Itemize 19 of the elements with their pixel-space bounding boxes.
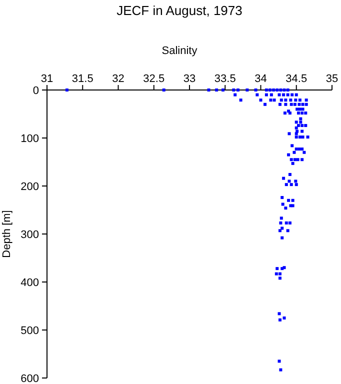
y-tick-label: 400: [20, 277, 39, 289]
y-tick-label: 200: [20, 181, 39, 193]
y-axis-title: Depth [m]: [1, 210, 13, 258]
x-tick-label: 35: [326, 73, 338, 85]
x-tick-label: 32.5: [143, 73, 165, 85]
x-axis-title: Salinity: [162, 45, 198, 57]
y-tick-label: 300: [20, 229, 39, 241]
x-tick-label: 34: [254, 73, 267, 85]
x-tick-label: 33.5: [214, 73, 236, 85]
y-tick-label: 0: [32, 85, 39, 97]
x-tick-label: 34.5: [286, 73, 308, 85]
x-tick-label: 31.5: [72, 73, 94, 85]
chart-title: JECF in August, 1973: [116, 3, 242, 18]
y-tick-label: 100: [20, 133, 39, 145]
y-tick-label: 500: [20, 325, 39, 337]
x-tick-label: 33: [183, 73, 196, 85]
y-tick-label: 600: [20, 373, 39, 384]
x-tick-label: 31: [40, 73, 54, 85]
x-tick-label: 32: [112, 73, 124, 85]
